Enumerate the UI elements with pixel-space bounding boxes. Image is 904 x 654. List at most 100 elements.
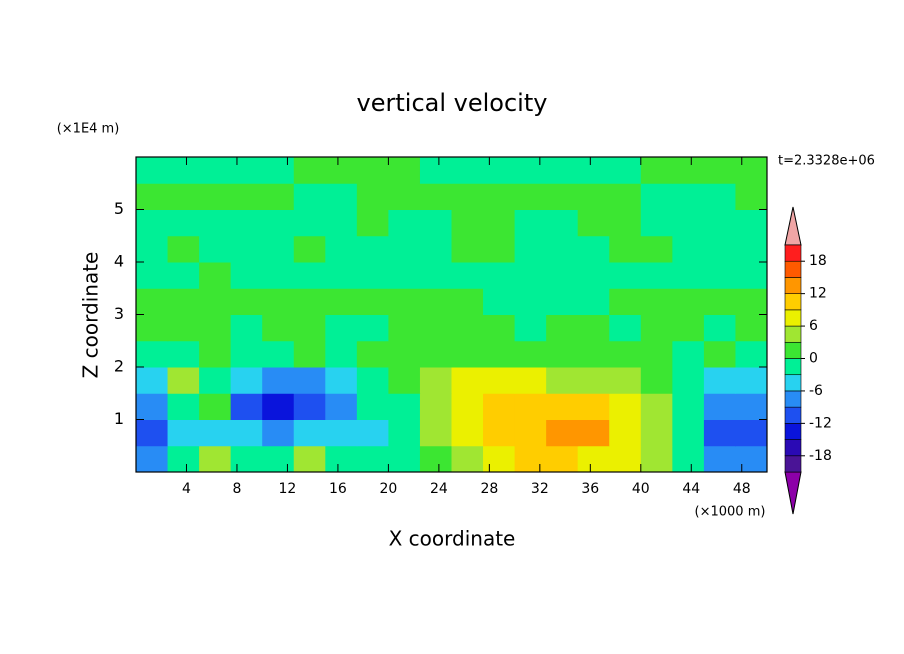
contour-cell: [451, 314, 484, 342]
contour-cell: [577, 183, 610, 210]
contour-cell: [483, 288, 516, 315]
contour-cell: [609, 235, 642, 263]
contour-cell: [325, 419, 358, 447]
contour-cell: [167, 209, 200, 237]
contour-cell: [609, 340, 642, 368]
contour-cell: [293, 262, 326, 289]
x-tick-label: 16: [329, 481, 347, 497]
contour-cell: [451, 367, 484, 394]
colorbar-under: [784, 471, 802, 515]
contour-cell: [388, 209, 421, 237]
contour-cell: [199, 445, 232, 473]
contour-cell: [640, 419, 673, 447]
contour-cell: [609, 209, 642, 237]
colorbar-band: [784, 341, 802, 359]
contour-cell: [451, 183, 484, 210]
contour-cell: [419, 367, 452, 394]
contour-cell: [262, 157, 295, 184]
contour-cell: [577, 419, 610, 447]
contour-cell: [167, 314, 200, 342]
contour-cell: [230, 445, 263, 473]
contour-cell: [546, 235, 579, 263]
contour-cell: [136, 340, 169, 368]
contour-cell: [388, 445, 421, 473]
contour-cell: [325, 288, 358, 315]
contour-cell: [325, 340, 358, 368]
contour-cell: [483, 314, 516, 342]
contour-cell: [483, 340, 516, 368]
contour-cell: [356, 183, 389, 210]
colorbar-band: [784, 374, 802, 392]
colorbar-band: [784, 325, 802, 343]
contour-cell: [325, 157, 358, 184]
contour-cell: [577, 288, 610, 315]
contour-cell: [199, 314, 232, 342]
contour-cell: [640, 157, 673, 184]
contour-cell: [483, 157, 516, 184]
contour-cell: [230, 419, 263, 447]
contour-cell: [451, 288, 484, 315]
contour-cell: [262, 262, 295, 289]
contour-cell: [419, 419, 452, 447]
contour-cell: [419, 183, 452, 210]
contour-cell: [546, 419, 579, 447]
colorbar-band: [784, 439, 802, 457]
contour-cell: [388, 288, 421, 315]
contour-cell: [546, 288, 579, 315]
contour-cell: [199, 157, 232, 184]
contour-cell: [136, 445, 169, 473]
contour-cell: [356, 209, 389, 237]
colorbar-tick-label: -18: [809, 448, 832, 464]
contour-cell: [388, 340, 421, 368]
y-tick-label: 2: [114, 357, 124, 376]
contour-cell: [735, 340, 768, 368]
contour-cell: [514, 262, 547, 289]
contour-cell: [356, 288, 389, 315]
contour-cell: [672, 183, 705, 210]
contour-cell: [167, 367, 200, 394]
contour-cell: [388, 367, 421, 394]
contour-cell: [514, 157, 547, 184]
contour-cell: [230, 393, 263, 420]
contour-cell: [735, 157, 768, 184]
contour-cell: [703, 262, 736, 289]
contour-cell: [483, 209, 516, 237]
colorbar-band: [784, 390, 802, 408]
contour-cell: [451, 419, 484, 447]
contour-cell: [640, 314, 673, 342]
contour-cell: [672, 314, 705, 342]
contour-cell: [230, 235, 263, 263]
contour-cell: [356, 393, 389, 420]
contour-cell: [672, 367, 705, 394]
contour-cell: [451, 209, 484, 237]
contour-cell: [577, 445, 610, 473]
colorbar-tick-label: -6: [809, 383, 823, 399]
contour-cell: [262, 209, 295, 237]
contour-cell: [577, 262, 610, 289]
contour-cell: [703, 393, 736, 420]
contour-cell: [388, 393, 421, 420]
contour-cell: [609, 288, 642, 315]
contour-cell: [419, 314, 452, 342]
contour-cell: [672, 419, 705, 447]
contour-cell: [735, 262, 768, 289]
contour-cell: [325, 445, 358, 473]
contour-cell: [199, 288, 232, 315]
contour-cell: [735, 183, 768, 210]
contour-cell: [514, 367, 547, 394]
contour-cell: [136, 367, 169, 394]
contour-cell: [672, 393, 705, 420]
contour-cell: [199, 235, 232, 263]
colorbar-tick-label: 18: [809, 253, 827, 269]
contour-cell: [262, 367, 295, 394]
contour-cell: [419, 235, 452, 263]
contour-cell: [609, 262, 642, 289]
contour-cell: [230, 314, 263, 342]
contour-cell: [672, 235, 705, 263]
contour-cell: [230, 262, 263, 289]
contour-cell: [703, 209, 736, 237]
x-tick-label: 32: [531, 481, 549, 497]
contour-cell: [546, 393, 579, 420]
y-unit: (×1E4 m): [57, 122, 120, 137]
